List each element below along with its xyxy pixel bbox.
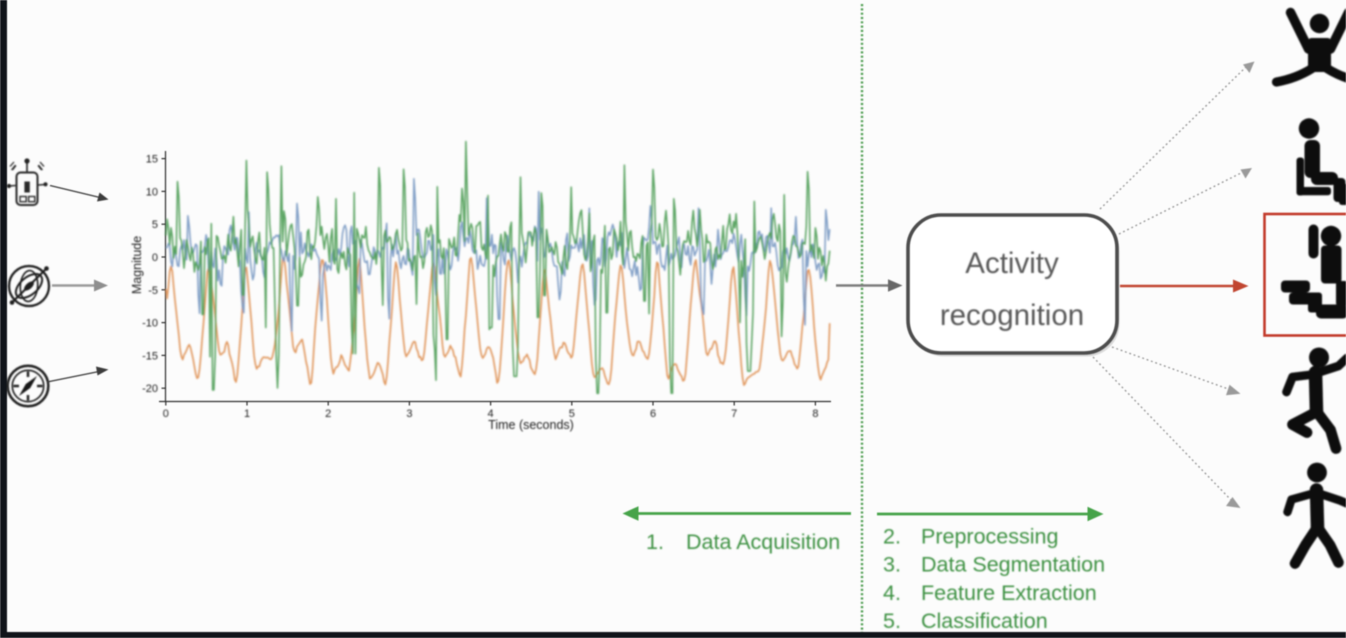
svg-text:0: 0	[163, 408, 169, 420]
svg-text:-15: -15	[142, 350, 158, 362]
svg-text:-5: -5	[148, 285, 158, 297]
svg-text:recognition: recognition	[940, 299, 1084, 332]
svg-text:2: 2	[325, 408, 331, 420]
svg-text:15: 15	[146, 154, 158, 166]
svg-text:0: 0	[152, 252, 158, 264]
svg-text:3: 3	[406, 408, 412, 420]
svg-text:-20: -20	[142, 383, 158, 395]
svg-text:-10: -10	[142, 318, 158, 330]
svg-text:5.: 5.	[883, 609, 901, 633]
svg-text:Time (seconds): Time (seconds)	[488, 418, 574, 432]
svg-text:1.: 1.	[646, 530, 664, 554]
svg-text:7: 7	[731, 408, 737, 420]
svg-text:Feature Extraction: Feature Extraction	[921, 581, 1097, 605]
svg-text:Preprocessing: Preprocessing	[921, 525, 1058, 549]
svg-text:Data Acquisition: Data Acquisition	[686, 530, 840, 554]
svg-text:1: 1	[244, 408, 250, 420]
svg-text:Activity: Activity	[965, 247, 1059, 280]
svg-text:8: 8	[812, 408, 818, 420]
svg-text:3.: 3.	[883, 553, 901, 577]
svg-text:5: 5	[152, 219, 158, 231]
svg-text:4.: 4.	[883, 581, 901, 605]
svg-text:6: 6	[650, 408, 656, 420]
svg-text:Data Segmentation: Data Segmentation	[921, 553, 1105, 577]
svg-text:Magnitude: Magnitude	[130, 236, 144, 294]
svg-text:Classification: Classification	[921, 609, 1048, 633]
svg-text:10: 10	[146, 186, 158, 198]
svg-text:5: 5	[569, 408, 575, 420]
svg-text:2.: 2.	[883, 525, 901, 549]
svg-text:4: 4	[488, 408, 494, 420]
